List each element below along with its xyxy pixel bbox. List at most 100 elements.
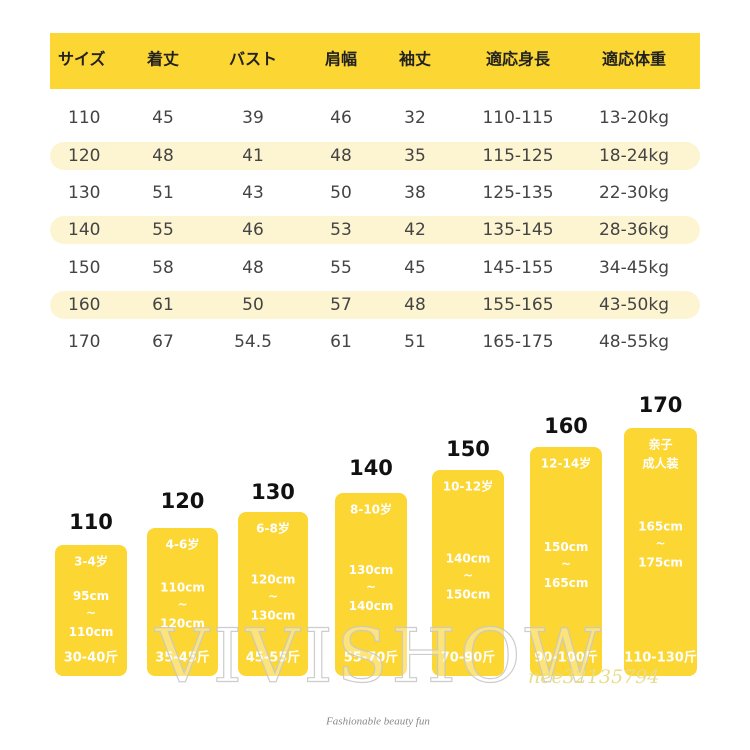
table-cell: 38 [404, 183, 426, 203]
table-cell: 54.5 [234, 332, 272, 352]
table-cell: 43-50kg [599, 295, 669, 315]
table-cell: 13-20kg [599, 108, 669, 128]
card-weight: 45-55斤 [246, 650, 301, 666]
table-cell: 45 [404, 258, 426, 278]
size-card [624, 428, 697, 676]
table-cell: 58 [152, 258, 174, 278]
table-cell: 57 [330, 295, 352, 315]
card-weight: 55-70斤 [344, 650, 399, 666]
table-cell: 115-125 [482, 146, 553, 166]
card-age: 亲子 [648, 437, 672, 452]
table-cell: 130 [68, 183, 100, 203]
size-card [530, 447, 602, 676]
table-cell: 170 [68, 332, 100, 352]
table-cell: 39 [242, 108, 264, 128]
table-cell: 46 [242, 220, 264, 240]
table-cell: 120 [68, 146, 100, 166]
header-cell: 肩幅 [325, 50, 357, 69]
card-height-from: 150cm [544, 540, 589, 554]
table-cell: 43 [242, 183, 264, 203]
card-separator: ~ [177, 598, 187, 612]
table-cell: 50 [330, 183, 352, 203]
card-size: 110 [69, 510, 113, 534]
table-cell: 51 [152, 183, 174, 203]
table-cell: 35 [404, 146, 426, 166]
watermark-tagline: Fashionable beauty fun [325, 716, 430, 728]
table-cell: 32 [404, 108, 426, 128]
table-cell: 110 [68, 108, 100, 128]
table-cell: 48 [152, 146, 174, 166]
card-weight: 30-40斤 [64, 650, 119, 666]
table-cell: 28-36kg [599, 220, 669, 240]
table-cell: 140 [68, 220, 100, 240]
table-cell: 48-55kg [599, 332, 669, 352]
card-weight: 90-100斤 [534, 650, 598, 666]
table-cell: 125-135 [482, 183, 553, 203]
table-cell: 160 [68, 295, 100, 315]
table-cell: 135-145 [482, 220, 553, 240]
card-height-to: 165cm [544, 576, 589, 590]
card-separator: ~ [561, 557, 571, 571]
table-cell: 41 [242, 146, 264, 166]
table-cell: 55 [330, 258, 352, 278]
table-cell: 61 [330, 332, 352, 352]
watermark-id: nee32135794 [528, 666, 659, 688]
card-size: 160 [544, 414, 588, 438]
card-height-to: 140cm [349, 599, 394, 613]
size-card [238, 512, 308, 676]
card-age: 10-12岁 [443, 479, 493, 494]
card-height-from: 110cm [160, 581, 205, 595]
card-height-to: 150cm [446, 588, 491, 602]
header-cell: バスト [229, 50, 277, 69]
card-age: 4-6岁 [166, 537, 200, 552]
size-card [335, 493, 407, 676]
card-height-to: 110cm [69, 625, 114, 639]
card-height-to: 130cm [251, 609, 296, 623]
card-size: 150 [446, 437, 490, 461]
header-cell: 着丈 [146, 50, 179, 69]
card-size: 170 [639, 393, 683, 417]
table-cell: 18-24kg [599, 146, 669, 166]
header-cell: 適応体重 [602, 50, 666, 69]
card-age: 12-14岁 [541, 456, 591, 471]
card-age: 成人装 [642, 456, 678, 471]
card-height-from: 140cm [446, 552, 491, 566]
row-highlight [50, 291, 700, 319]
table-cell: 48 [330, 146, 352, 166]
card-age: 8-10岁 [350, 502, 392, 517]
size-card [147, 528, 218, 676]
card-height-from: 165cm [638, 520, 683, 534]
header-cell: 適応身長 [486, 50, 551, 69]
table-cell: 48 [242, 258, 264, 278]
table-cell: 55 [152, 220, 174, 240]
card-weight: 35-45斤 [155, 650, 210, 666]
card-height-to: 175cm [638, 556, 683, 570]
table-cell: 34-45kg [599, 258, 669, 278]
table-cell: 42 [404, 220, 426, 240]
table-cell: 48 [404, 295, 426, 315]
table-cell: 150 [68, 258, 100, 278]
card-age: 3-4岁 [74, 554, 108, 569]
card-height-to: 120cm [160, 617, 205, 631]
size-card [55, 545, 127, 676]
table-cell: 53 [330, 220, 352, 240]
card-separator: ~ [268, 590, 278, 604]
table-header-band [50, 33, 700, 89]
table-cell: 110-115 [482, 108, 553, 128]
table-cell: 50 [242, 295, 264, 315]
size-card [432, 470, 504, 676]
table-cell: 155-165 [482, 295, 553, 315]
header-cell: サイズ [58, 50, 106, 69]
table-cell: 22-30kg [599, 183, 669, 203]
card-separator: ~ [86, 606, 96, 620]
card-size: 130 [251, 480, 295, 504]
card-separator: ~ [463, 569, 473, 583]
card-size: 140 [349, 456, 393, 480]
content: サイズ 着丈 バスト 肩幅 袖丈 適応身長 適応体重 110 45 39 46 32 110-115 13… [50, 50, 700, 676]
card-age: 6-8岁 [256, 521, 290, 536]
table-cell: 46 [330, 108, 352, 128]
row-highlight [50, 142, 700, 170]
card-height-from: 95cm [73, 589, 109, 603]
table-cell: 67 [152, 332, 174, 352]
